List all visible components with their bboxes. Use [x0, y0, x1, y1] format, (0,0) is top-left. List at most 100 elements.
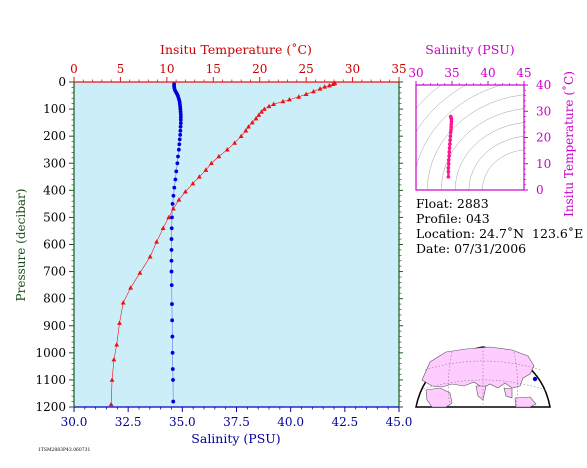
date-label: Date:: [416, 241, 451, 256]
temperature-point: [114, 342, 120, 347]
salinity-tick-label: 30.0: [61, 415, 88, 429]
temperature-point: [196, 174, 202, 179]
temperature-tick-label: 25: [299, 62, 314, 76]
salinity-point: [170, 318, 175, 323]
date-value: 07/31/2006: [454, 241, 527, 256]
salinity-point: [177, 142, 182, 147]
pressure-tick-label: 600: [43, 238, 66, 252]
ts-temperature-tick-label: 20: [536, 131, 551, 145]
temperature-point: [256, 112, 262, 117]
float-info-date: Date: 07/31/2006: [416, 241, 526, 256]
ts-point: [448, 138, 452, 142]
pressure-tick-label: 1000: [35, 346, 66, 360]
temperature-point: [111, 357, 117, 362]
temperature-point: [253, 115, 259, 121]
temperature-point: [128, 285, 134, 290]
salinity-tick-label: 42.5: [331, 415, 358, 429]
temperature-point: [154, 239, 160, 244]
salinity-point: [178, 109, 183, 114]
temperature-tick-label: 20: [252, 62, 267, 76]
ts-marks: [446, 114, 454, 179]
salinity-point: [174, 169, 179, 174]
float-info-profile: Profile: 043: [416, 211, 490, 226]
density-contour: [454, 122, 524, 190]
float-info-float: Float: 2883: [416, 196, 489, 211]
float-info-location: Location: 24.7˚N 123.6˚E: [416, 226, 583, 241]
temperature-point: [317, 86, 323, 91]
pressure-tick-label: 700: [43, 265, 66, 279]
salinity-point: [169, 237, 174, 241]
ts-point: [449, 125, 453, 129]
salinity-point: [173, 177, 178, 182]
australia-landmass: [514, 396, 537, 408]
temperature-point: [287, 97, 292, 102]
temperature-point: [147, 254, 153, 259]
salinity-point: [169, 258, 174, 263]
salinity-point: [176, 147, 181, 152]
europe-asia-landmass: [421, 346, 535, 389]
salinity-point: [169, 248, 174, 252]
ts-point: [448, 114, 453, 119]
location-map: [415, 346, 551, 408]
salinity-point: [171, 193, 176, 198]
ts-point: [446, 158, 451, 162]
africa-landmass: [425, 387, 453, 408]
temperature-tick-label: 10: [159, 62, 174, 76]
pressure-tick-label: 300: [43, 156, 66, 170]
temperature-point: [303, 91, 309, 96]
temperature-point: [311, 88, 316, 94]
ts-temperature-tick-label: 0: [536, 183, 544, 197]
salinity-point: [171, 399, 176, 404]
pressure-tick-label: 1200: [35, 400, 66, 414]
ts-point: [446, 175, 451, 179]
temperature-point: [170, 206, 176, 211]
temperature-point: [322, 84, 328, 89]
pressure-tick-label: 500: [43, 210, 66, 224]
temperature-point: [120, 300, 126, 305]
bottom-axis-title: Salinity (PSU): [191, 431, 280, 446]
ts-point: [446, 161, 451, 166]
temperature-point: [243, 128, 249, 133]
density-contour: [468, 136, 524, 190]
salinity-point: [178, 118, 183, 122]
ts-salinity-tick-label: 35: [444, 66, 459, 80]
temperature-point: [266, 103, 272, 109]
salinity-tick-label: 37.5: [223, 415, 250, 429]
salinity-point: [177, 137, 182, 142]
location-label: Location:: [416, 226, 476, 241]
pressure-tick-label: 800: [43, 292, 66, 306]
ts-right-axis-title: Insitu Temperature (˚C): [561, 71, 576, 217]
float-label: Float:: [416, 196, 453, 211]
temperature-point: [280, 98, 286, 104]
temperature-tick-label: 0: [70, 62, 78, 76]
temperature-tick-label: 15: [206, 62, 221, 76]
salinity-point: [178, 124, 183, 129]
top-axis-title: Insitu Temperature (˚C): [160, 42, 312, 57]
float-location-marker: [532, 376, 538, 382]
ts-point: [447, 146, 452, 150]
ts-point: [449, 119, 454, 124]
salinity-point: [170, 367, 175, 371]
ts-point: [446, 165, 451, 170]
salinity-point: [178, 107, 183, 111]
salinity-point: [170, 201, 175, 206]
temperature-point: [224, 147, 230, 152]
temperature-tick-label: 30: [345, 62, 360, 76]
plot-background: [74, 82, 399, 407]
ts-salinity-tick-label: 40: [480, 66, 495, 80]
profile-label: Profile:: [416, 211, 462, 226]
density-contour: [416, 85, 504, 170]
ts-top-axis-title: Salinity (PSU): [425, 42, 514, 57]
temperature-point: [249, 120, 255, 125]
temperature-point: [232, 140, 238, 145]
ts-point: [447, 150, 452, 154]
pressure-tick-label: 900: [43, 319, 66, 333]
pressure-tick-label: 400: [43, 183, 66, 197]
salinity-tick-label: 40.0: [277, 415, 304, 429]
salinity-point: [171, 378, 175, 382]
temperature-profile-line: [110, 83, 336, 405]
salinity-point: [178, 128, 183, 133]
temperature-point: [203, 167, 209, 172]
temperature-point: [166, 214, 172, 220]
temperature-point: [117, 320, 122, 325]
